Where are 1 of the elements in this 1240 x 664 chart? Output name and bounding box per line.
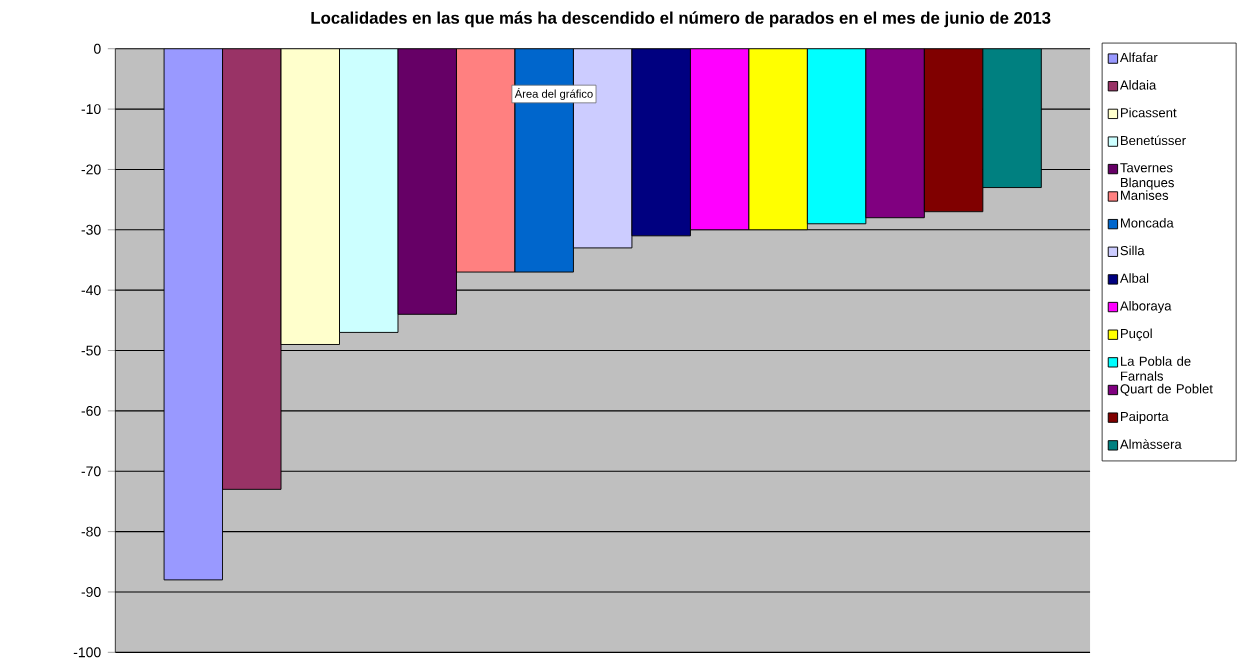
chart-title: Localidades en las que más ha descendido el número de parados en el mes de junio de 2013 (311, 11, 1051, 28)
